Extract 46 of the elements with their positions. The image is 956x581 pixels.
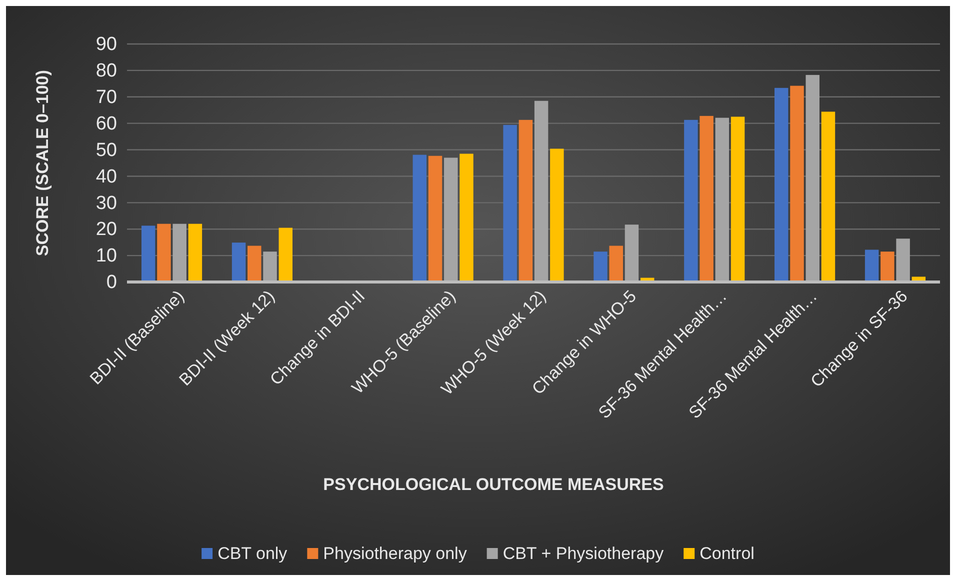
y-tick-label: 50 xyxy=(96,140,117,161)
bar xyxy=(232,242,246,282)
y-tick-label: 10 xyxy=(96,246,117,267)
bar xyxy=(141,226,156,282)
y-tick-label: 60 xyxy=(96,113,117,134)
legend-label: CBT only xyxy=(218,544,288,563)
bar xyxy=(715,118,730,282)
bar xyxy=(880,252,894,282)
bar xyxy=(412,154,427,282)
bar xyxy=(790,86,804,282)
bar xyxy=(263,252,277,282)
bar xyxy=(428,156,442,282)
x-axis-title: PSYCHOLOGICAL OUTCOME MEASURES xyxy=(323,475,664,494)
bar xyxy=(821,112,836,282)
bar xyxy=(503,124,517,282)
bar xyxy=(534,100,548,282)
bar xyxy=(609,246,623,282)
y-tick-label: 30 xyxy=(96,192,117,214)
bar xyxy=(624,224,639,282)
bar xyxy=(864,250,879,282)
y-tick-label: 90 xyxy=(96,34,117,56)
bar xyxy=(700,116,714,282)
legend-label: CBT + Physiotherapy xyxy=(502,544,664,563)
bar xyxy=(594,252,608,282)
bar xyxy=(684,120,698,282)
y-tick-label: 70 xyxy=(96,86,117,108)
bar xyxy=(278,228,292,282)
bar xyxy=(188,224,202,282)
legend-label: Control xyxy=(700,544,754,563)
y-tick-label: 40 xyxy=(96,166,117,188)
y-tick-label: 80 xyxy=(96,60,117,82)
bar xyxy=(172,224,186,282)
bar xyxy=(774,88,788,282)
legend-label: Physiotherapy only xyxy=(323,544,468,563)
y-tick-label: 0 xyxy=(106,272,117,294)
bar xyxy=(896,238,910,282)
y-axis-title: SCORE (SCALE 0–100) xyxy=(33,70,52,256)
y-tick-label: 20 xyxy=(96,219,117,240)
bar xyxy=(806,74,820,282)
bar xyxy=(157,224,171,282)
bar xyxy=(444,158,458,282)
bar xyxy=(518,120,533,282)
bar xyxy=(730,116,745,282)
bar xyxy=(550,148,564,282)
bar xyxy=(248,246,262,282)
bar xyxy=(460,154,474,282)
